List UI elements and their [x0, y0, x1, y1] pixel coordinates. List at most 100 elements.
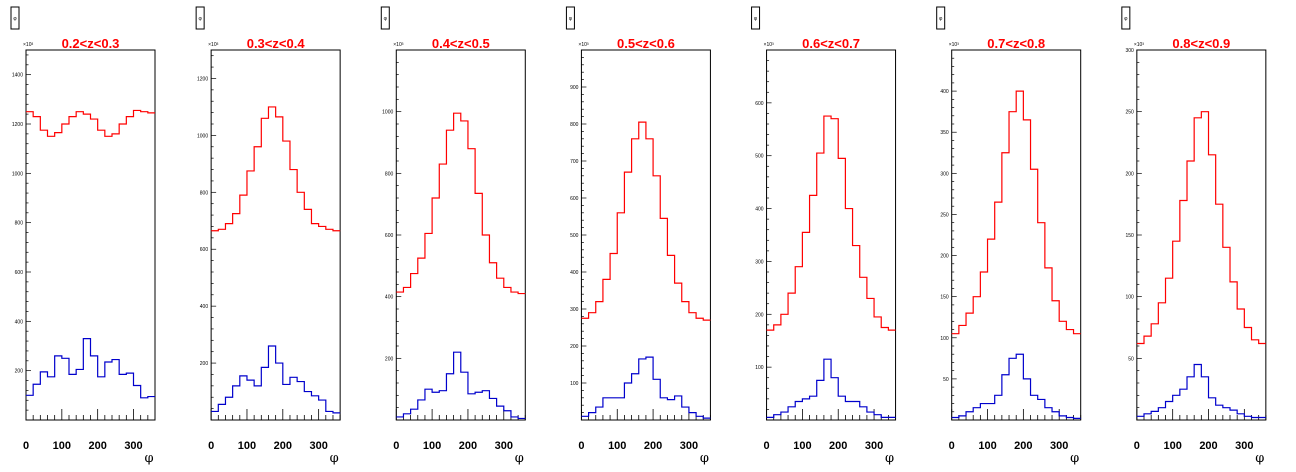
histogram-series-1: [26, 109, 155, 137]
plot-frame: [25, 49, 156, 421]
x-tick-label: 300: [309, 440, 327, 452]
stat-box: [10, 6, 20, 30]
chart-title: 0.5<z<0.6: [617, 36, 675, 51]
plot-frame: [580, 49, 711, 421]
stat-box: [1121, 6, 1131, 30]
histogram-series-1: [581, 121, 711, 321]
y-tick-label: 400: [15, 319, 24, 325]
y-tick-label: 400: [570, 270, 579, 276]
y-tick-label: 1000: [197, 133, 208, 139]
x-tick-label: 100: [53, 440, 71, 452]
histogram-series-1: [211, 106, 341, 232]
chart-panel-2: φ 0.3<z<0.4 ×10³ 200 400 600 800 1000 1200 0 100 20…: [195, 6, 341, 466]
plot-frame: [210, 49, 341, 421]
y-tick-label: 150: [1125, 233, 1134, 239]
chart-panel-6: φ 0.7<z<0.8 ×10³ 50 100 150 200 250 300 350 400 0 10…: [936, 6, 1082, 466]
y-exponent-label: ×10³: [578, 42, 588, 48]
x-tick-label: 100: [1163, 440, 1181, 452]
stat-box-label: φ: [199, 16, 203, 22]
y-tick-label: 100: [570, 381, 579, 387]
stat-box: [565, 6, 575, 30]
y-tick-label: 300: [755, 259, 764, 265]
y-tick-label: 1000: [382, 110, 393, 116]
y-tick-label: 200: [200, 361, 209, 367]
y-tick-label: 900: [570, 85, 579, 91]
y-tick-label: 1400: [12, 73, 23, 79]
stat-box-label: φ: [754, 16, 758, 22]
chart-title: 0.4<z<0.5: [432, 36, 490, 51]
y-tick-label: 300: [940, 171, 949, 177]
y-tick-label: 1200: [12, 122, 23, 128]
stat-box-label: φ: [1124, 16, 1128, 22]
y-tick-label: 200: [940, 254, 949, 260]
histogram-series-2: [766, 358, 896, 418]
x-axis-title: φ: [1070, 451, 1079, 466]
histogram-series-1: [766, 115, 896, 331]
chart-panel-7: φ 0.8<z<0.9 ×10³ 50 100 150 200 250 300 0 100 200 30…: [1121, 6, 1267, 466]
x-tick-label: 200: [459, 440, 477, 452]
stat-box: [380, 6, 390, 30]
y-tick-label: 150: [940, 295, 949, 301]
x-axis-title: φ: [700, 451, 709, 466]
y-tick-label: 50: [943, 377, 949, 383]
x-tick-label: 200: [274, 440, 292, 452]
x-tick-label: 300: [865, 440, 883, 452]
stat-box-label: φ: [384, 16, 388, 22]
y-tick-label: 600: [570, 196, 579, 202]
chart-panel-5: φ 0.6<z<0.7 ×10³ 100 200 300 400 500 600 0 100 200 3…: [751, 6, 897, 466]
y-exponent-label: ×10³: [208, 42, 218, 48]
x-tick-label: 300: [495, 440, 513, 452]
x-tick-label: 300: [1050, 440, 1068, 452]
histogram-series-2: [951, 353, 1081, 419]
x-tick-label: 300: [124, 440, 142, 452]
y-tick-label: 1200: [197, 76, 208, 82]
y-tick-label: 300: [570, 307, 579, 313]
y-tick-label: 400: [755, 207, 764, 213]
stat-box: [936, 6, 946, 30]
histogram-series-1: [951, 90, 1081, 335]
y-tick-label: 600: [15, 270, 24, 276]
chart-panel-1: φ 0.2<z<0.3 ×10³ 200 400 600 800 1000 1200 1400 0 1…: [10, 6, 156, 466]
histogram-series-1: [396, 112, 526, 295]
y-exponent-label: ×10³: [23, 42, 33, 48]
x-tick-label: 100: [423, 440, 441, 452]
y-tick-label: 200: [15, 369, 24, 375]
y-tick-label: 400: [200, 304, 209, 310]
y-tick-label: 300: [1125, 48, 1134, 54]
histogram-series-2: [396, 351, 526, 420]
x-tick-label: 300: [680, 440, 698, 452]
y-tick-label: 200: [1125, 171, 1134, 177]
x-tick-label: 100: [793, 440, 811, 452]
y-tick-label: 100: [755, 365, 764, 371]
x-tick-label: 0: [208, 440, 214, 452]
x-axis-title: φ: [1255, 451, 1264, 466]
histogram-series-2: [211, 345, 341, 414]
y-tick-label: 250: [940, 212, 949, 218]
x-tick-label: 0: [23, 440, 29, 452]
y-exponent-label: ×10³: [949, 42, 959, 48]
chart-title: 0.7<z<0.8: [987, 36, 1045, 51]
y-tick-label: 200: [570, 344, 579, 350]
histogram-series-2: [1136, 363, 1266, 419]
x-tick-label: 300: [1235, 440, 1253, 452]
stat-box: [751, 6, 761, 30]
stat-box-label: φ: [569, 16, 573, 22]
x-tick-label: 0: [949, 440, 955, 452]
y-exponent-label: ×10³: [764, 42, 774, 48]
y-tick-label: 400: [940, 89, 949, 95]
y-tick-label: 800: [385, 171, 394, 177]
chart-panel-3: φ 0.4<z<0.5 ×10³ 200 400 600 800 1000 0 100 200 300…: [380, 6, 526, 466]
y-tick-label: 600: [755, 101, 764, 107]
histogram-series-2: [26, 338, 155, 399]
x-axis-title: φ: [330, 451, 339, 466]
y-tick-label: 1000: [12, 171, 23, 177]
x-tick-label: 200: [644, 440, 662, 452]
y-exponent-label: ×10³: [393, 42, 403, 48]
histogram-series-2: [581, 356, 711, 419]
y-tick-label: 500: [755, 154, 764, 160]
y-tick-label: 700: [570, 159, 579, 165]
x-tick-label: 0: [393, 440, 399, 452]
y-tick-label: 350: [940, 130, 949, 136]
x-tick-label: 100: [978, 440, 996, 452]
